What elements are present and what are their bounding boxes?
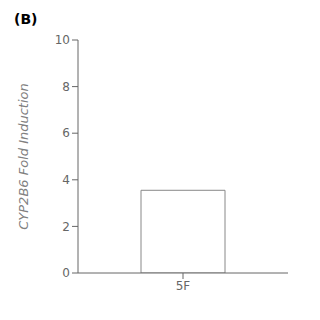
svg-text:CYP2B6 Fold Induction: CYP2B6 Fold Induction <box>16 83 31 230</box>
svg-text:2: 2 <box>62 220 70 234</box>
svg-text:0: 0 <box>62 266 70 280</box>
html-text:(B): (B) <box>14 11 38 27</box>
svg-text:10: 10 <box>55 33 70 47</box>
svg-text:8: 8 <box>62 80 70 94</box>
svg-text:4: 4 <box>62 173 70 187</box>
svg-text:5F: 5F <box>176 279 191 293</box>
svg-text:6: 6 <box>62 126 70 140</box>
